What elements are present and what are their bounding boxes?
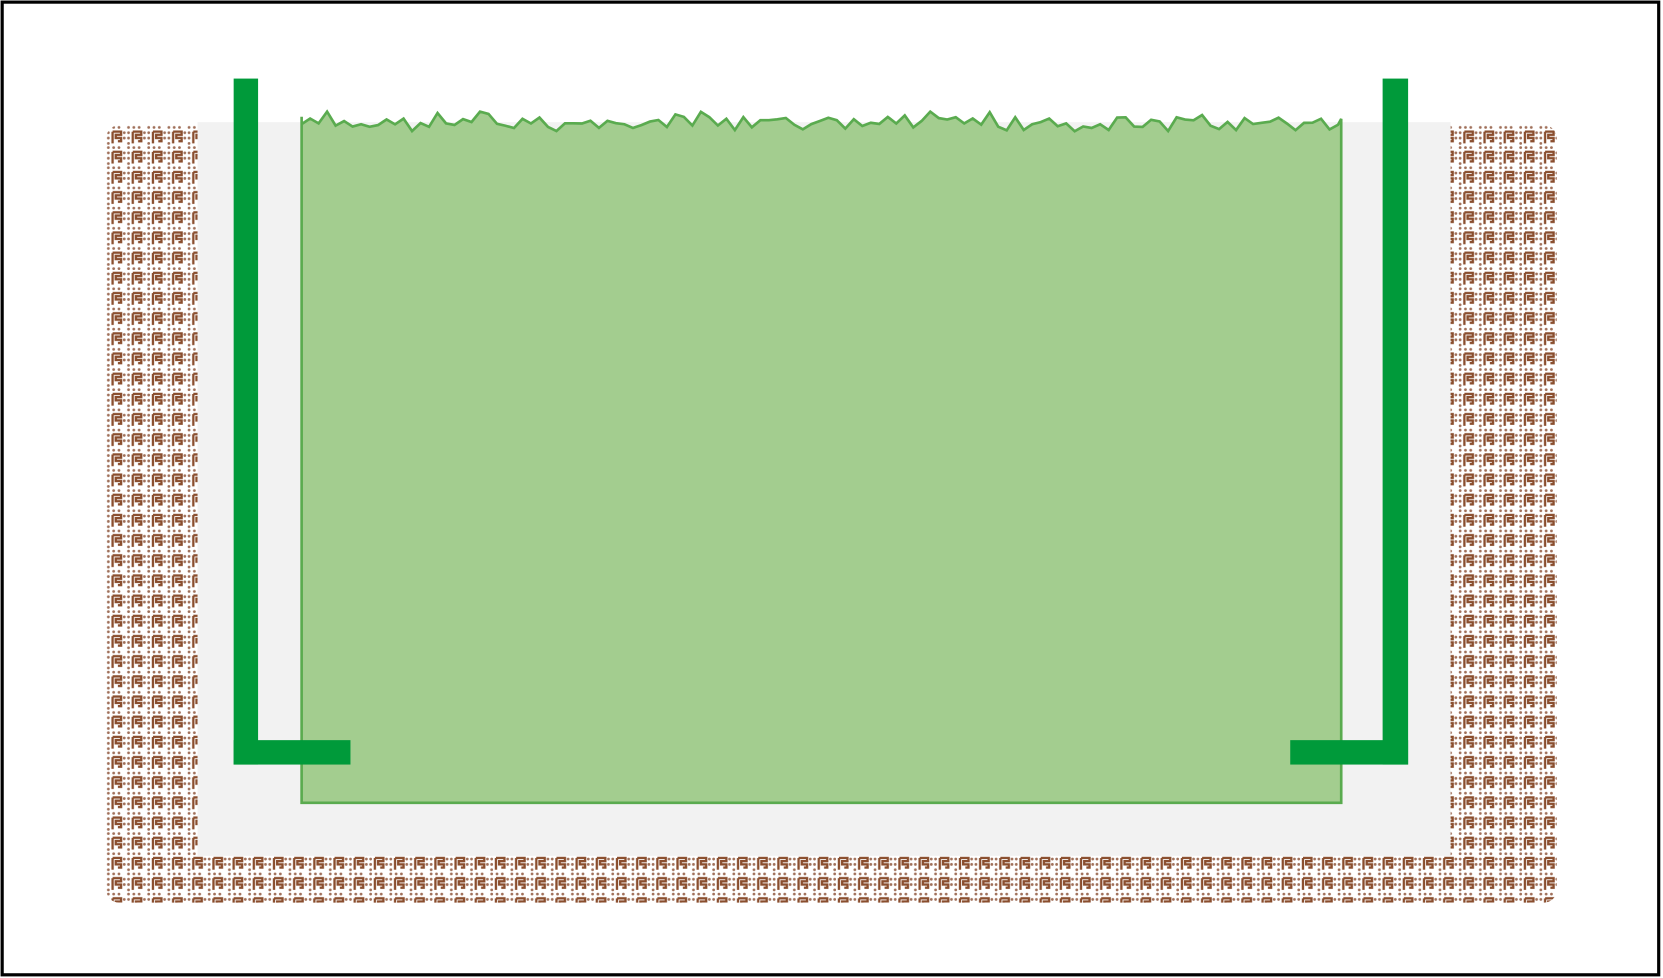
left-bracket: [233, 78, 351, 765]
left-bracket-foot: [233, 740, 351, 765]
right-bracket: [1290, 78, 1409, 765]
right-bracket-vertical: [1382, 78, 1409, 765]
right-bracket-foot: [1290, 740, 1409, 765]
left-bracket-vertical: [233, 78, 259, 765]
liquid-fill: [300, 109, 1343, 805]
